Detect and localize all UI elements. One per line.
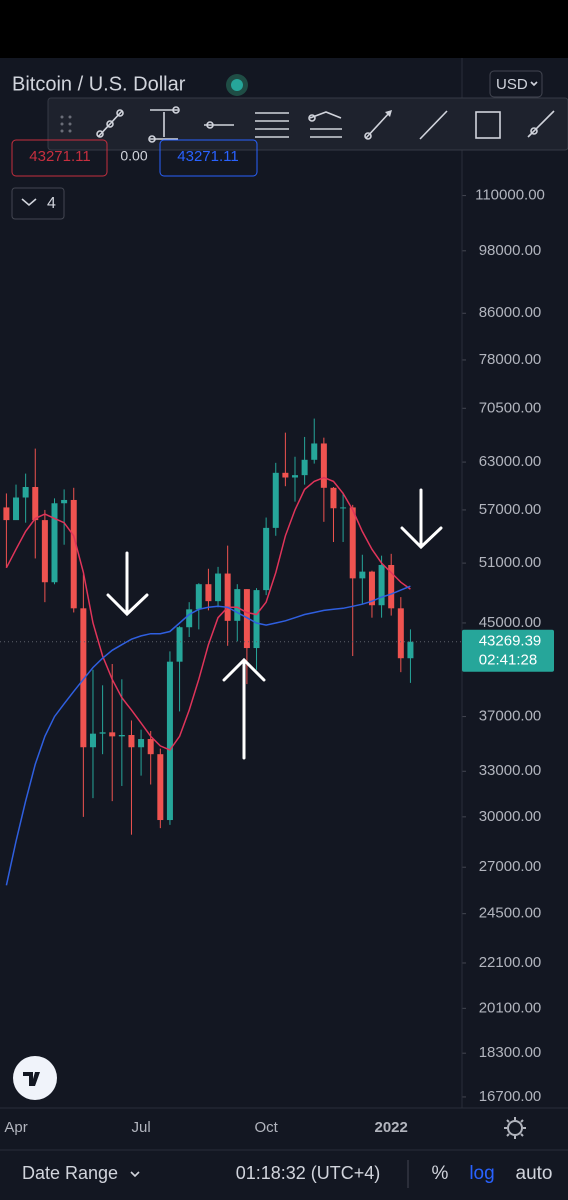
auto-toggle[interactable]: auto (516, 1163, 553, 1184)
candle-body (70, 499, 77, 609)
candle-body (205, 584, 212, 602)
candle-body (234, 589, 241, 621)
candle-body (128, 735, 135, 748)
candle-body (51, 503, 58, 583)
candle-body (368, 571, 375, 606)
candle-body (311, 443, 318, 460)
chevron (21, 198, 37, 207)
last-price-tag (462, 629, 554, 672)
candle-body (292, 475, 298, 478)
y-tick-label: 37000.00 (479, 708, 542, 725)
symbol-title[interactable]: Bitcoin / U.S. Dollar (12, 73, 186, 95)
plot-area: 110000.00 98000.00 86000.00 78000.00 70500.0… (0, 187, 545, 1136)
y-tick-label: 16700.00 (479, 1088, 542, 1105)
candle-body (282, 472, 289, 478)
y-tick-label: 20100.00 (479, 999, 542, 1016)
candle-body (166, 661, 173, 821)
candle-body (176, 627, 183, 662)
candle-body (99, 732, 106, 734)
candle-body (407, 641, 414, 659)
candle-body (195, 584, 202, 610)
log-toggle[interactable]: log (469, 1163, 494, 1184)
moving-average (5, 476, 411, 751)
market-status-dot (231, 79, 243, 91)
y-tick-label: 78000.00 (479, 351, 542, 368)
candle-body (224, 573, 231, 621)
y-tick-label: 70500.00 (479, 399, 542, 416)
bar-countdown: 02:41:28 (479, 652, 537, 669)
candle-body (215, 573, 222, 602)
candle-body (109, 732, 116, 737)
last-price: 43269.39 (479, 633, 542, 650)
candle-body (359, 571, 366, 579)
sell-price[interactable]: 43271.11 (29, 148, 90, 165)
y-tick-label: 86000.00 (479, 304, 542, 321)
candle-body (253, 590, 260, 649)
candle-body (243, 589, 250, 649)
candle-body (340, 507, 347, 509)
candle-body (388, 564, 395, 609)
y-tick-label: 30000.00 (479, 808, 542, 825)
y-tick-label: 24500.00 (479, 905, 542, 922)
x-tick-label: Oct (254, 1119, 278, 1136)
candle-body (89, 733, 96, 748)
settings-teeth (504, 1117, 526, 1139)
candle-body (118, 735, 125, 737)
percent-toggle[interactable]: % (432, 1163, 449, 1184)
y-tick-label: 51000.00 (479, 554, 542, 571)
y-tick-label: 45000.00 (479, 614, 542, 631)
candle-body (301, 459, 308, 476)
candle-body (32, 486, 39, 521)
clock[interactable]: 01:18:32 (UTC+4) (236, 1163, 381, 1183)
date-range[interactable]: Date Range (22, 1163, 118, 1183)
annotation-arrows (106, 488, 443, 760)
buy-button[interactable] (159, 139, 258, 177)
candle-body (157, 754, 164, 821)
y-tick-label: 98000.00 (479, 242, 542, 259)
settings-icon[interactable] (507, 1120, 523, 1136)
candle-body (272, 472, 279, 528)
candle-body (138, 739, 145, 748)
y-tick-label: 57000.00 (479, 501, 542, 518)
candle-body (186, 609, 193, 628)
chevron (130, 1171, 140, 1178)
y-tick-label: 18300.00 (479, 1044, 542, 1061)
currency-button[interactable] (489, 70, 543, 98)
x-tick-label: Apr (4, 1119, 27, 1136)
y-tick-label: 33000.00 (479, 762, 542, 779)
moving-average (5, 585, 411, 886)
candle-body (378, 564, 385, 606)
x-tick-label: 2022 (375, 1119, 408, 1136)
candle-body (41, 520, 48, 583)
candle-body (80, 608, 87, 748)
indicator-count[interactable]: 4 (47, 195, 56, 212)
chevron (530, 81, 538, 87)
candle-body (397, 608, 404, 659)
currency[interactable]: USD (496, 76, 528, 93)
spread: 0.00 (120, 148, 147, 164)
x-tick-label: Jul (131, 1119, 150, 1136)
buy-price[interactable]: 43271.11 (177, 148, 238, 165)
toolbar-icons (60, 106, 555, 143)
candle-body (349, 507, 356, 579)
candle-body (22, 486, 29, 498)
drawing-toolbar (47, 97, 568, 151)
candle-body (147, 739, 154, 755)
candle-body (263, 527, 270, 591)
y-tick-label: 27000.00 (479, 858, 542, 875)
y-tick-label: 110000.00 (475, 187, 545, 204)
candle-body (330, 487, 337, 509)
candle-body (320, 443, 327, 488)
tv-logo-mark (23, 1072, 40, 1086)
candle-body (3, 507, 10, 521)
y-tick-label: 63000.00 (479, 453, 542, 470)
status-bar (0, 0, 568, 58)
y-tick-label: 22100.00 (479, 954, 542, 971)
sell-button[interactable] (11, 139, 108, 177)
indicators-toggle[interactable] (11, 187, 65, 220)
candle-body (13, 497, 20, 521)
candle-body (61, 499, 68, 504)
